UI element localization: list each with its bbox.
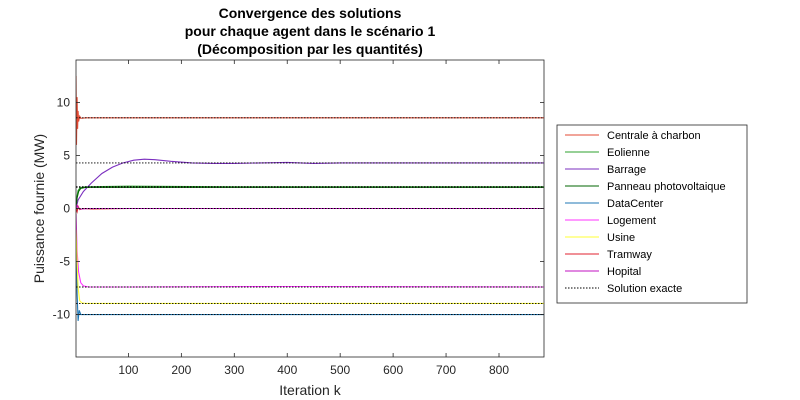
- legend-entry: Logement: [607, 215, 656, 227]
- x-tick-label: 400: [277, 363, 297, 377]
- y-tick-label: 5: [63, 148, 70, 162]
- y-tick-label: -10: [53, 308, 71, 322]
- x-tick-label: 600: [383, 363, 403, 377]
- y-axis-label: Puissance fournie (MW): [31, 134, 47, 283]
- legend-entry: Panneau photovoltaique: [607, 181, 726, 193]
- legend-entry: Tramway: [607, 249, 652, 261]
- x-axis-label: Iteration k: [279, 382, 341, 398]
- x-tick-label: 800: [489, 363, 509, 377]
- legend: Centrale à charbon Eolienne Barrage Panneau…: [556, 124, 748, 304]
- legend-entry: Solution exacte: [607, 283, 682, 295]
- legend-entry: Barrage: [607, 164, 646, 176]
- x-tick-label: 700: [436, 363, 456, 377]
- legend-entry: Hopital: [607, 266, 641, 278]
- legend-entry: Eolienne: [607, 147, 650, 159]
- x-tick-label: 300: [224, 363, 244, 377]
- series-line-centrale-charbon: [76, 75, 544, 145]
- x-tick-label: 500: [330, 363, 350, 377]
- y-tick-label: 0: [63, 202, 70, 216]
- legend-entry: Centrale à charbon: [607, 130, 701, 142]
- series-line-barrage: [76, 158, 544, 209]
- series-layer: [76, 75, 544, 321]
- x-tick-label: 100: [118, 363, 138, 377]
- series-line-panneau-photovoltaique: [76, 186, 544, 209]
- legend-box: [556, 124, 748, 304]
- y-tick-label: -5: [59, 255, 70, 269]
- legend-entry: Usine: [607, 232, 635, 244]
- chart-title-line: Convergence des solutions: [219, 5, 402, 21]
- axis-ticks: 100 200 300 400 500 600 700 800 -10 -5 0 5 10: [53, 60, 544, 377]
- chart-title-line: (Décomposition par les quantités): [197, 41, 423, 57]
- series-line-usine: [76, 229, 544, 304]
- x-tick-label: 200: [171, 363, 191, 377]
- chart-title: Convergence des solutions pour chaque age…: [185, 5, 436, 57]
- series-line-datacenter: [76, 229, 544, 321]
- legend-entry: DataCenter: [607, 198, 664, 210]
- axis-labels: Iteration k Puissance fournie (MW): [31, 134, 342, 398]
- y-tick-label: 10: [57, 95, 71, 109]
- series-line-logement: [76, 213, 544, 288]
- plot-area: [75, 59, 545, 358]
- chart-title-line: pour chaque agent dans le scénario 1: [185, 23, 436, 39]
